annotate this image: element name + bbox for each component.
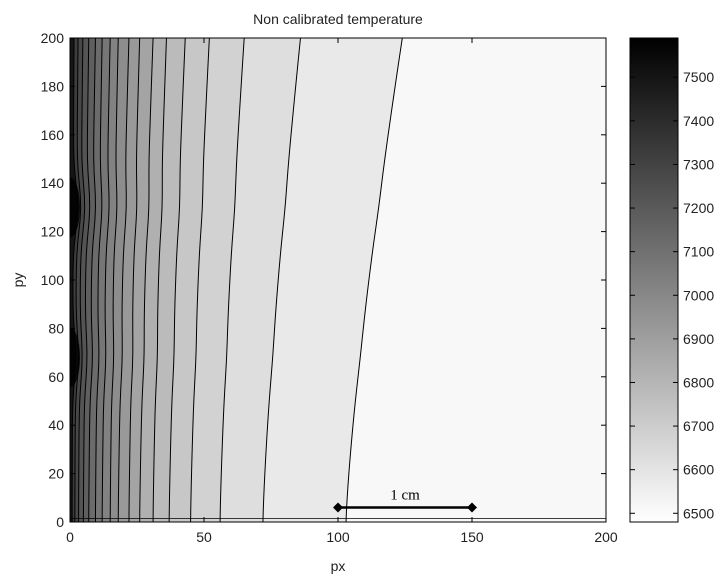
contour-line [219,38,245,522]
y-tick-label: 60 [48,369,64,385]
contour-bands [70,38,606,522]
contour-band [70,38,78,522]
contour-line [190,38,210,522]
y-tick-label: 180 [41,78,65,94]
y-tick-label: 120 [41,224,65,240]
contour-line [78,38,86,522]
contour-line [82,38,91,522]
contour-line [94,38,103,522]
contour-line [139,38,154,522]
contour-line [128,38,141,522]
colorbar-tick-label: 7100 [683,244,714,260]
colorbar-tick-label: 6800 [683,374,714,390]
x-tick-label: 150 [460,529,484,545]
y-axis-label: py [10,273,26,288]
contour-line [88,38,96,522]
contour-line [152,38,167,522]
y-tick-label: 20 [48,466,64,482]
y-tick-label: 0 [56,514,64,530]
contour-line [262,38,301,522]
x-tick-label: 100 [326,529,350,545]
y-tick-label: 40 [48,417,64,433]
x-tick-label: 50 [196,529,212,545]
scale-bar-label: 1 cm [390,487,420,503]
colorbar-tick-label: 6900 [683,331,714,347]
colorbar-gradient [629,37,679,523]
x-tick-label: 0 [66,529,74,545]
plot-area [70,38,606,522]
colorbar-tick-label: 7500 [683,69,714,85]
y-axis: 0 20 40 60 80 100 120 140 160 180 200 [41,30,606,530]
colorbar-tick-label: 7000 [683,287,714,303]
contour-line [117,38,130,522]
scale-bar-annotation: 1 cm [333,487,477,513]
colorbar: 6500 6600 6700 6800 6900 7000 7100 7200 7300 7400… [629,37,714,523]
contour-line [101,38,111,522]
contour-line [168,38,186,522]
colorbar-tick-label: 7200 [683,200,714,216]
x-axis-label: px [331,558,346,574]
colorbar-tick-label: 6600 [683,462,714,478]
hotspot [70,177,80,238]
y-tick-label: 140 [41,175,65,191]
chart-title: Non calibrated temperature [253,11,423,27]
y-tick-label: 200 [41,30,65,46]
contour-lines [70,38,606,522]
colorbar-ticks: 6500 6600 6700 6800 6900 7000 7100 7200 7300 7400… [630,69,714,521]
colorbar-tick-label: 7400 [683,113,714,129]
colorbar-tick-label: 6700 [683,418,714,434]
contour-line [74,38,82,522]
x-tick-label: 200 [594,529,618,545]
colorbar-tick-label: 6500 [683,505,714,521]
x-axis: 0 50 100 150 200 [66,38,618,545]
contour-line [345,38,403,522]
y-tick-label: 100 [41,272,65,288]
scale-bar-end-marker [467,502,477,513]
contour-line [109,38,119,522]
scale-bar-end-marker [333,502,343,513]
colorbar-tick-label: 7300 [683,156,714,172]
y-tick-label: 160 [41,127,65,143]
y-tick-label: 80 [48,320,64,336]
